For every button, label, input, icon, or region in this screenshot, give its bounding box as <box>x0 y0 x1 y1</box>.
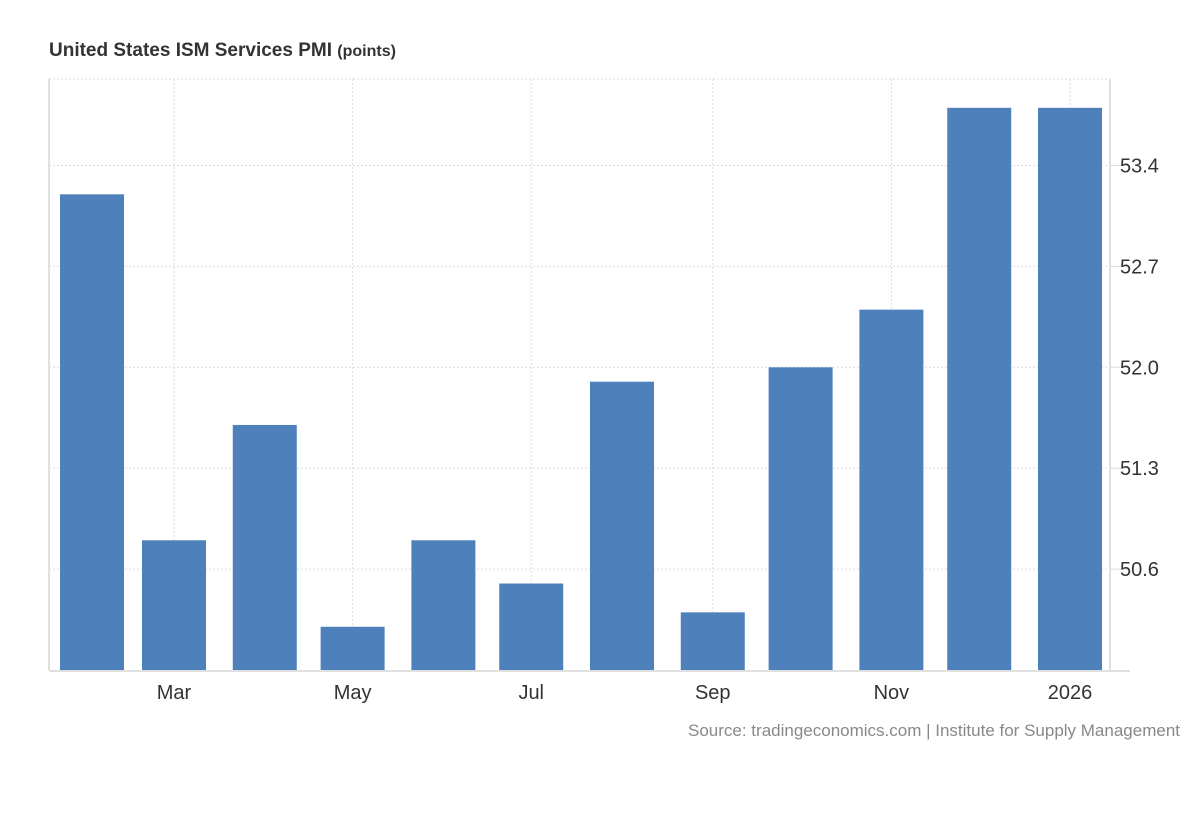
bar <box>680 612 745 670</box>
bar <box>320 626 385 670</box>
chart-title: United States ISM Services PMI (points) <box>49 40 396 62</box>
bar <box>590 381 654 670</box>
bar <box>142 540 206 670</box>
x-tick-label: Nov <box>874 682 910 704</box>
bar <box>859 309 924 670</box>
y-tick-label: 51.3 <box>1120 458 1159 480</box>
bar <box>499 583 564 670</box>
title-unit: (points) <box>337 43 396 60</box>
y-tick-label: 53.4 <box>1120 155 1159 177</box>
bar <box>411 540 476 670</box>
x-tick-label: May <box>334 682 372 704</box>
title-text: United States ISM Services PMI <box>49 40 332 61</box>
source-note: Source: tradingeconomics.com | Institute… <box>688 721 1180 740</box>
bar <box>232 424 297 670</box>
y-tick-label: 52.0 <box>1120 357 1159 379</box>
bar <box>768 367 833 670</box>
y-tick-label: 52.7 <box>1120 256 1159 278</box>
x-tick-label: 2026 <box>1048 682 1093 704</box>
bar <box>60 194 125 670</box>
x-tick-label: Jul <box>518 682 544 704</box>
bar <box>1038 107 1102 670</box>
bar <box>947 107 1012 670</box>
x-tick-label: Mar <box>157 682 192 704</box>
y-tick-label: 50.6 <box>1120 559 1159 581</box>
x-tick-label: Sep <box>695 682 731 704</box>
